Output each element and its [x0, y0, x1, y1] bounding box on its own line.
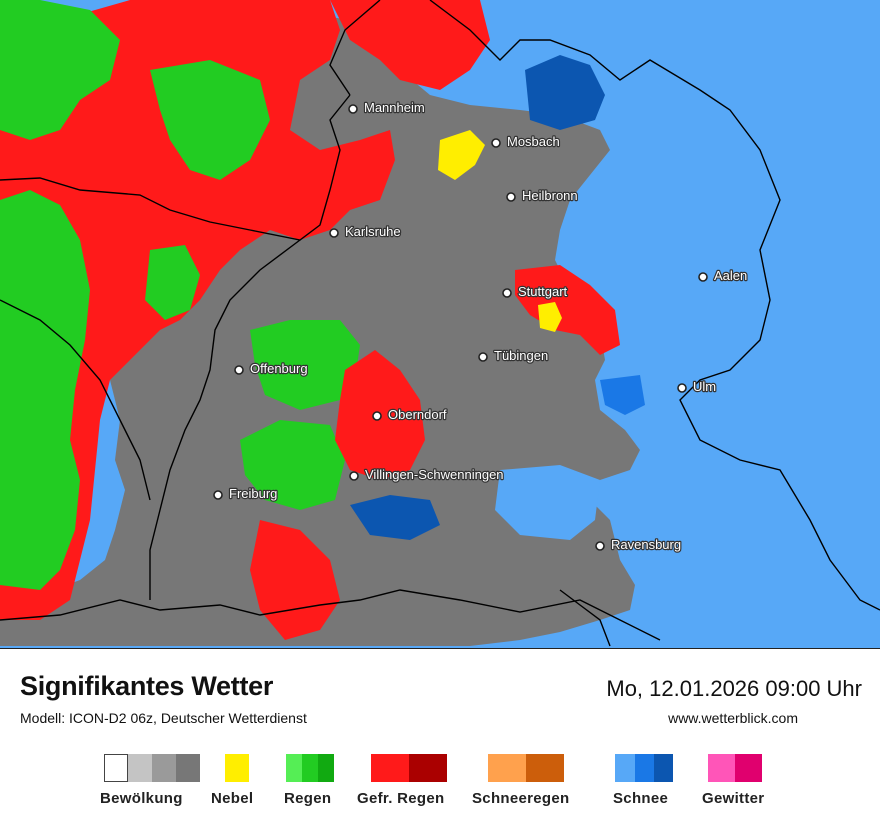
svg-text:Heilbronn: Heilbronn	[522, 188, 578, 203]
legend-swatch	[176, 754, 200, 782]
city-heilbronn[interactable]: Heilbronn	[506, 187, 579, 204]
legend-swatch	[708, 754, 735, 782]
rain-freiburg	[240, 420, 345, 510]
legend-swatch	[104, 754, 128, 782]
legend-swatch	[286, 754, 302, 782]
legend-swatch	[409, 754, 447, 782]
legend-nebel: Nebel	[211, 754, 253, 807]
legend-swatch	[654, 754, 673, 782]
freezing-rain-stuttgart	[515, 265, 620, 355]
legend-swatch	[225, 754, 249, 782]
svg-text:Tübingen: Tübingen	[494, 348, 548, 363]
svg-text:Aalen: Aalen	[714, 268, 747, 283]
legend-swatch	[615, 754, 635, 782]
freezing-rain-northwest	[0, 0, 395, 620]
legend-swatch	[128, 754, 152, 782]
city-stuttgart[interactable]: Stuttgart	[502, 283, 569, 300]
legend-swatch	[371, 754, 409, 782]
heavy-snow-south	[350, 495, 440, 540]
legend-swatch	[635, 754, 654, 782]
fog-mosbach	[438, 130, 485, 180]
legend-regen: Regen	[284, 754, 334, 807]
svg-text:Villingen-Schwenningen: Villingen-Schwenningen	[365, 467, 504, 482]
rain-west	[0, 190, 90, 590]
freezing-rain-north	[330, 0, 490, 90]
legend-label: Bewölkung	[100, 790, 183, 807]
legend-swatches	[104, 754, 200, 782]
legend-swatch	[526, 754, 564, 782]
city-freiburg[interactable]: Freiburg	[213, 485, 279, 502]
svg-text:Ulm: Ulm	[693, 379, 716, 394]
svg-text:Karlsruhe: Karlsruhe	[345, 224, 401, 239]
city-ravensburg[interactable]: Ravensburg	[595, 536, 682, 553]
freezing-rain-south	[250, 520, 340, 640]
map-canvas: Mannheim Mosbach Heilbronn Karlsruhe Aal…	[0, 0, 880, 647]
state-borders	[0, 0, 880, 647]
svg-text:Oberndorf: Oberndorf	[388, 407, 447, 422]
legend-gefr-regen: Gefr. Regen	[357, 754, 447, 807]
city-aalen[interactable]: Aalen	[698, 267, 748, 284]
legend-label: Regen	[284, 790, 332, 807]
city-tuebingen[interactable]: Tübingen	[478, 347, 549, 364]
rain-north-center	[150, 60, 270, 180]
legend-swatch	[488, 754, 526, 782]
rain-northwest	[0, 0, 120, 140]
city-oberndorf[interactable]: Oberndorf	[372, 406, 448, 423]
weather-map: Mannheim Mosbach Heilbronn Karlsruhe Aal…	[0, 0, 880, 649]
legend-swatch	[318, 754, 334, 782]
legend-label: Gefr. Regen	[357, 790, 445, 807]
legend-label: Gewitter	[702, 790, 765, 807]
city-karlsruhe[interactable]: Karlsruhe	[329, 223, 402, 240]
svg-text:Ravensburg: Ravensburg	[611, 537, 681, 552]
rain-hills	[145, 245, 200, 320]
legend-gewitter: Gewitter	[702, 754, 764, 807]
legend-schneeregen: Schneeregen	[472, 754, 569, 807]
svg-text:Mannheim: Mannheim	[364, 100, 425, 115]
fog-stuttgart	[538, 302, 562, 332]
city-offenburg[interactable]: Offenburg	[234, 360, 309, 377]
heavy-snow-north	[525, 55, 605, 130]
city-ulm[interactable]: Ulm	[677, 378, 717, 395]
legend-bewoelkung: Bewölkung	[100, 754, 200, 807]
city-mosbach[interactable]: Mosbach	[491, 133, 561, 150]
website-link[interactable]: www.wetterblick.com	[668, 710, 798, 726]
legend-schnee: Schnee	[613, 754, 673, 807]
legend-label: Schneeregen	[472, 790, 570, 807]
cities: Mannheim Mosbach Heilbronn Karlsruhe Aal…	[213, 99, 748, 553]
svg-text:Stuttgart: Stuttgart	[518, 284, 568, 299]
legend-swatch	[152, 754, 176, 782]
footer: Signifikantes Wetter Modell: ICON-D2 06z…	[0, 649, 880, 830]
heavy-snow-east	[600, 375, 645, 415]
legend-label: Nebel	[211, 790, 254, 807]
legend-swatch	[302, 754, 318, 782]
svg-text:Mosbach: Mosbach	[507, 134, 560, 149]
map-title: Signifikantes Wetter	[20, 671, 274, 701]
legend-label: Schnee	[613, 790, 669, 807]
forecast-datetime: Mo, 12.01.2026 09:00 Uhr	[606, 676, 862, 701]
svg-text:Offenburg: Offenburg	[250, 361, 308, 376]
city-villingen[interactable]: Villingen-Schwenningen	[349, 466, 505, 483]
legend-swatch	[735, 754, 762, 782]
rain-offenburg	[250, 320, 360, 410]
snow-south	[495, 465, 600, 540]
model-info: Modell: ICON-D2 06z, Deutscher Wetterdie…	[20, 710, 307, 726]
svg-text:Freiburg: Freiburg	[229, 486, 277, 501]
city-mannheim[interactable]: Mannheim	[348, 99, 426, 116]
